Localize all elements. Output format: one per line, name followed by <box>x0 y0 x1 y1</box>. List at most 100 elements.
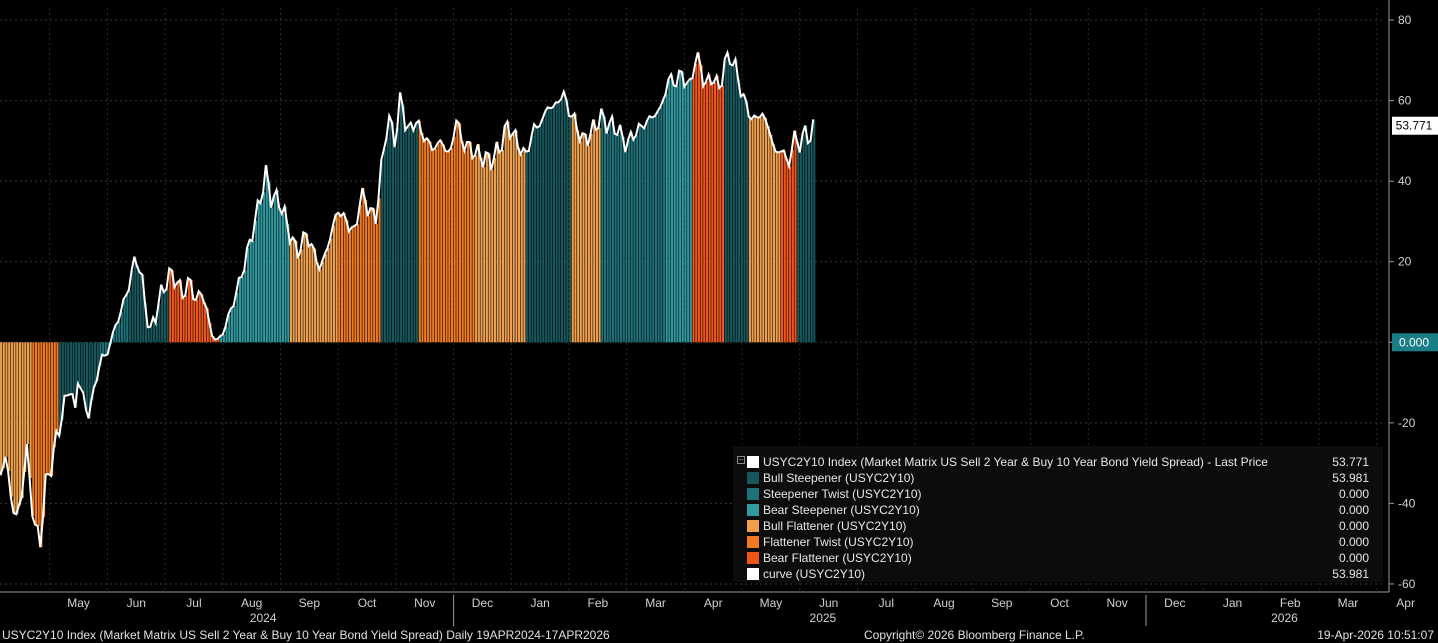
legend-label: Bear Steepener (USYC2Y10) <box>763 503 920 517</box>
x-month-label: Apr <box>1396 596 1415 610</box>
y-tick-label: -60 <box>1398 577 1416 591</box>
regime-bar <box>8 342 11 472</box>
regime-bar <box>241 276 244 343</box>
regime-bar <box>526 151 529 343</box>
regime-bar <box>5 342 8 457</box>
regime-bar <box>560 99 564 343</box>
regime-bar <box>150 326 153 343</box>
regime-bar <box>340 216 344 343</box>
regime-bar <box>606 133 609 343</box>
regime-bar <box>284 206 287 343</box>
regime-bar <box>292 237 295 343</box>
regime-bar <box>630 131 633 343</box>
regime-bar <box>738 79 741 343</box>
regime-bar <box>810 140 813 343</box>
regime-bar <box>120 311 123 343</box>
regime-bar <box>603 116 607 343</box>
regime-bar <box>163 292 166 343</box>
regime-bar <box>547 107 550 343</box>
regime-bar <box>797 141 800 343</box>
regime-bar <box>563 91 566 343</box>
regime-bar <box>268 182 271 343</box>
regime-bar <box>566 99 569 343</box>
x-month-label: May <box>760 596 783 610</box>
regime-bar <box>128 289 131 343</box>
regime-bar <box>362 188 365 343</box>
regime-bar <box>32 342 35 516</box>
regime-bar <box>96 342 99 381</box>
collapse-icon[interactable]: – <box>737 455 745 464</box>
footer-copyright: Copyright© 2026 Bloomberg Finance L.P. <box>864 628 1085 642</box>
regime-bar <box>654 116 658 343</box>
regime-bar <box>316 262 319 343</box>
regime-bar <box>319 269 322 343</box>
regime-bar <box>536 127 539 343</box>
regime-bar <box>357 224 360 343</box>
legend-swatch <box>747 568 759 580</box>
regime-bar <box>112 332 115 343</box>
x-month-label: Oct <box>358 596 377 610</box>
regime-bar <box>772 144 776 343</box>
regime-bar <box>24 342 27 472</box>
legend-swatch <box>747 456 759 468</box>
legend-value: 0.000 <box>1338 535 1369 549</box>
legend-label: Flattener Twist (USYC2Y10) <box>763 535 914 549</box>
regime-bar <box>279 207 282 343</box>
x-month-label: Aug <box>933 596 954 610</box>
regime-bar <box>195 299 199 343</box>
regime-bar <box>638 123 641 343</box>
regime-bar <box>10 342 13 497</box>
regime-bar <box>759 117 762 343</box>
legend-label: Bear Flattener (USYC2Y10) <box>763 551 912 565</box>
regime-bar <box>161 284 164 343</box>
regime-bar <box>348 231 352 343</box>
regime-bar <box>255 220 258 343</box>
last-price-label: 53.771 <box>1396 119 1433 133</box>
regime-bar <box>2 342 5 468</box>
regime-bar <box>488 153 491 343</box>
regime-bar <box>18 342 21 506</box>
regime-bar <box>265 165 268 343</box>
regime-bar <box>778 152 781 343</box>
regime-bar <box>375 223 378 343</box>
regime-bar <box>142 274 145 343</box>
regime-bar <box>53 342 56 448</box>
regime-bar <box>665 93 668 343</box>
x-month-label: Sep <box>299 596 321 610</box>
regime-bar <box>493 158 496 343</box>
regime-bar <box>609 123 612 343</box>
regime-bar <box>378 198 381 343</box>
regime-bar <box>620 124 623 343</box>
regime-bar <box>611 116 615 343</box>
regime-bar <box>185 295 188 343</box>
regime-bar <box>512 133 515 343</box>
regime-bar <box>144 303 148 343</box>
regime-bar <box>617 134 620 343</box>
x-month-label: May <box>67 596 90 610</box>
regime-bar <box>735 59 738 343</box>
regime-bar <box>633 139 636 343</box>
regime-bar <box>153 317 156 343</box>
x-month-label: Sep <box>991 596 1013 610</box>
legend-label: Bull Flattener (USYC2Y10) <box>763 519 907 533</box>
regime-bar <box>45 342 48 475</box>
regime-bar <box>83 342 86 393</box>
regime-bar <box>491 170 494 343</box>
regime-bar <box>555 102 558 343</box>
regime-bar <box>397 127 400 343</box>
regime-bar <box>413 130 416 343</box>
regime-bar <box>289 242 293 343</box>
regime-bar <box>711 84 714 343</box>
regime-bar <box>544 112 547 343</box>
regime-bar <box>695 63 698 343</box>
regime-bar <box>813 119 816 343</box>
legend-row: Steepener Twist (USYC2Y10) 0.000 <box>745 486 1369 502</box>
regime-bar <box>593 119 596 343</box>
regime-bar <box>169 268 172 343</box>
regime-bar <box>91 342 94 401</box>
regime-bar <box>472 158 475 343</box>
regime-bar <box>139 272 142 343</box>
regime-bar <box>552 107 556 343</box>
legend-row: Flattener Twist (USYC2Y10) 0.000 <box>745 534 1369 550</box>
regime-bar <box>0 342 3 476</box>
